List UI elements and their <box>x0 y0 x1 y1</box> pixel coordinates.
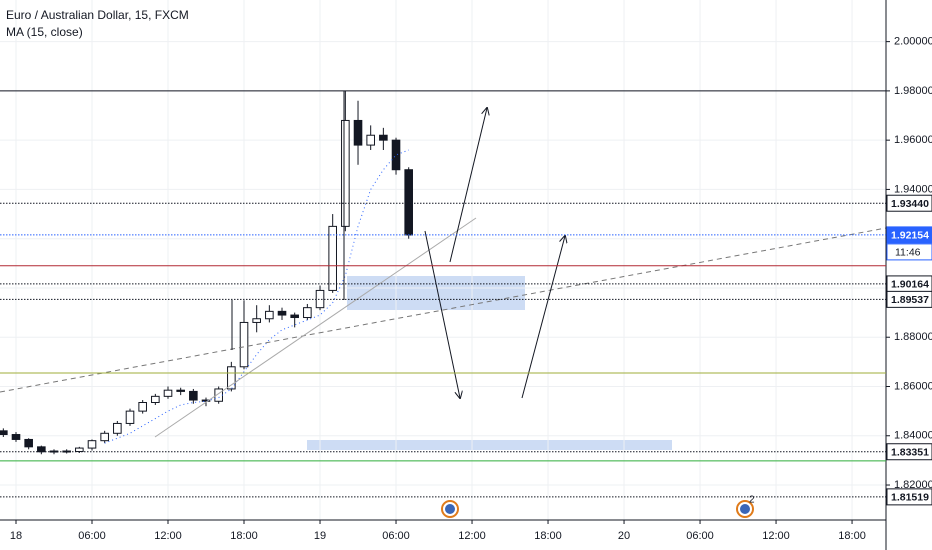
x-tick-label: 06:00 <box>78 530 106 542</box>
price-label: 1.93440 <box>891 198 929 210</box>
x-tick-label: 18:00 <box>230 530 258 542</box>
x-tick-label: 18:00 <box>838 530 866 542</box>
candle-body <box>37 446 46 453</box>
x-tick-label: 06:00 <box>382 530 410 542</box>
y-tick-label: 1.96000 <box>894 134 932 146</box>
candle-body <box>138 402 147 412</box>
candle-body <box>290 314 299 319</box>
price-label: 1.83351 <box>891 447 929 459</box>
candle-body <box>176 389 185 392</box>
candle-body <box>11 434 21 440</box>
candle-body <box>315 289 325 309</box>
price-label-box <box>886 194 932 212</box>
price-label: 1.81519 <box>891 492 929 504</box>
candle-body <box>303 307 312 319</box>
x-tick-label: 18:00 <box>534 530 562 542</box>
x-tick-label: 12:00 <box>458 530 486 542</box>
price-label-box <box>886 488 932 506</box>
trend-line <box>0 227 887 393</box>
y-tick-label: 2.00000 <box>894 36 932 48</box>
x-tick-label: 19 <box>314 530 326 542</box>
candle-body <box>404 169 413 236</box>
y-tick-label: 1.82000 <box>894 479 932 491</box>
countdown: 11:46 <box>895 247 921 259</box>
candle-body <box>239 321 249 368</box>
candle-body <box>24 438 33 448</box>
indicator-label: MA (15, close) <box>6 25 83 39</box>
arrow <box>521 236 565 399</box>
x-tick-label: 12:00 <box>762 530 790 542</box>
arrow <box>424 230 460 398</box>
candle-body <box>75 447 84 453</box>
trend-line <box>154 217 477 438</box>
candle-body <box>379 134 388 141</box>
price-label-box <box>886 226 932 244</box>
x-tick-label: 06:00 <box>686 530 714 542</box>
candle-body <box>353 119 363 146</box>
event-icon-core <box>445 504 455 514</box>
y-tick-label: 1.84000 <box>894 430 932 442</box>
y-tick-label: 1.88000 <box>894 331 932 343</box>
candle-body <box>125 410 135 424</box>
candle-body <box>100 432 109 442</box>
price-label: 1.90164 <box>891 279 929 291</box>
candle-body <box>113 422 122 434</box>
event-icon-core <box>740 504 750 514</box>
candle-body <box>391 139 401 171</box>
zone <box>307 440 672 450</box>
plot <box>0 0 886 520</box>
candle-body <box>328 225 337 291</box>
y-tick-label: 1.98000 <box>894 85 932 97</box>
candle-body <box>227 366 236 390</box>
y-tick-label: 1.86000 <box>894 380 932 392</box>
x-tick-label: 20 <box>618 530 630 542</box>
price-label-box <box>886 290 932 308</box>
x-tick-label: 12:00 <box>154 530 182 542</box>
price-label: 1.89537 <box>891 294 929 306</box>
candle-body <box>366 134 375 146</box>
candle-body <box>201 399 211 402</box>
candle-body <box>265 310 274 320</box>
countdown-box <box>886 243 932 261</box>
candle-body <box>0 430 8 436</box>
candle-body <box>87 440 97 449</box>
candle-body <box>341 119 350 227</box>
candle-body <box>277 310 287 316</box>
price-label-box <box>886 443 932 461</box>
candle-body <box>189 390 198 401</box>
candle-body <box>151 395 160 404</box>
moving-average <box>104 149 409 444</box>
x-tick-label: 18 <box>10 530 22 542</box>
event-count: 2 <box>749 495 755 506</box>
arrow <box>449 108 487 263</box>
candle-body <box>163 389 173 397</box>
chart-title: Euro / Australian Dollar, 15, FXCM <box>6 8 189 22</box>
price-label: 1.92154 <box>891 230 929 242</box>
candle-body <box>252 318 261 323</box>
y-tick-label: 1.94000 <box>894 183 932 195</box>
